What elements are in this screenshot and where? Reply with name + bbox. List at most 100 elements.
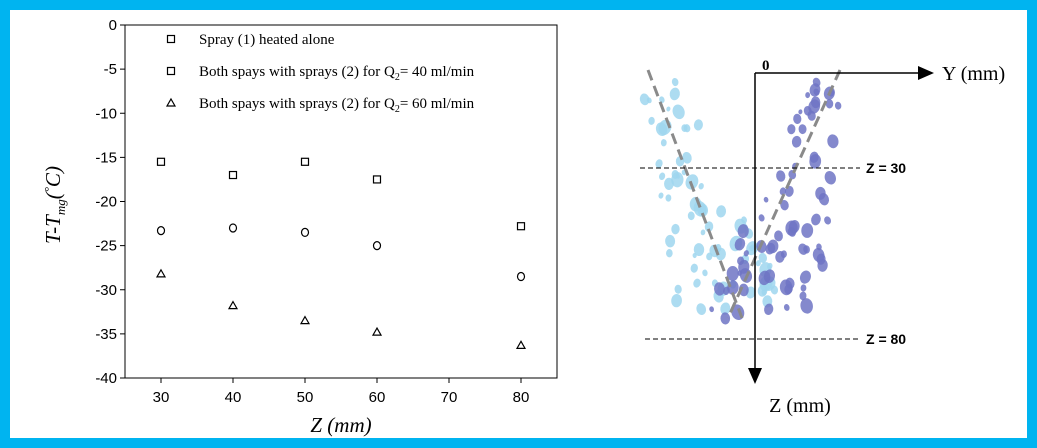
x-axis-title: Z (mm) (310, 413, 371, 437)
legend-item-q40: Both spays with sprays (2) for Q2= 40 ml… (166, 64, 475, 83)
spray-droplet (779, 279, 793, 296)
origin-label: 0 (762, 58, 770, 74)
y-axis-name: Y (mm) (942, 63, 1005, 85)
y-tick-label: -35 (95, 326, 117, 343)
spray-droplet (716, 205, 727, 218)
spray-droplet (799, 291, 807, 301)
spray-droplet (671, 77, 679, 87)
y-tick-label: -20 (95, 194, 117, 211)
spray-droplet (765, 242, 776, 255)
spray-droplet (763, 196, 769, 203)
spray-droplet (681, 124, 688, 132)
z30-label: Z = 30 (866, 160, 906, 176)
spray-droplet (824, 216, 832, 225)
spray-droplet (779, 187, 787, 196)
data-point-circle (516, 271, 526, 282)
y-tick-label: 0 (109, 17, 117, 34)
spray-droplet (693, 278, 701, 288)
spray-droplet (758, 214, 765, 222)
x-tick-label: 30 (153, 389, 170, 406)
spray-droplet (682, 151, 692, 164)
data-point-triangle (299, 315, 311, 325)
spray-droplet (666, 249, 673, 258)
x-tick-label: 50 (297, 389, 314, 406)
x-tick-label: 70 (441, 389, 458, 406)
spray-droplet (720, 302, 731, 315)
y-axis: 0 -5 -10 -15 -20 -25 -30 -35 -40 (95, 17, 125, 387)
spray-2-axis (726, 69, 842, 319)
spray-droplet (706, 252, 713, 261)
spray-droplet (696, 303, 707, 316)
data-point-circle (372, 241, 382, 251)
x-axis: 30 40 50 60 70 80 (153, 378, 530, 406)
spray-droplet (813, 88, 820, 96)
legend-triangle-icon (165, 97, 177, 107)
z80-label: Z = 80 (866, 331, 906, 347)
legend-square-icon (166, 66, 176, 76)
spray-droplet (704, 221, 714, 232)
data-point-circle (228, 223, 238, 233)
spray-droplet (666, 106, 671, 112)
data-point-triangle (155, 268, 167, 278)
spray-droplet (827, 134, 839, 149)
spray-droplet (743, 250, 749, 257)
legend-label-q60: Both spays with sprays (2) for Q2= 60 ml… (199, 96, 475, 115)
spray-droplet (805, 92, 811, 99)
legend-item-spray-1: Spray (1) heated alone (166, 32, 335, 48)
spray-droplet (737, 224, 749, 239)
spray-droplet (655, 122, 668, 136)
z-axis-arrow-icon (748, 368, 762, 384)
spray-droplet (763, 269, 776, 284)
spray-droplet (659, 96, 665, 104)
spray-droplet (714, 282, 725, 296)
y-tick-label: -5 (104, 61, 117, 78)
spray-droplet (669, 87, 680, 101)
x-tick-label: 40 (225, 389, 242, 406)
data-point-circle (156, 226, 166, 236)
spray-droplet (834, 101, 842, 110)
spray-droplet (780, 199, 789, 211)
spray-droplet (700, 229, 706, 236)
spray-droplet (726, 265, 739, 282)
spray-droplet (793, 113, 802, 124)
data-point-triangle (227, 300, 239, 310)
spray-droplet (720, 312, 731, 325)
spray-droplet (639, 93, 650, 106)
spray-droplet (787, 227, 796, 237)
legend-square-icon (166, 34, 176, 44)
spray-droplet (671, 223, 680, 235)
y-tick-label: -10 (95, 105, 117, 122)
spray-droplet (825, 99, 834, 109)
spray-droplet (693, 243, 705, 257)
x-tick-label: 80 (513, 389, 530, 406)
spray-droplet (693, 119, 703, 131)
x-tick-label: 60 (369, 389, 386, 406)
spray-droplet (799, 270, 811, 284)
spray-droplet (816, 253, 826, 265)
spray-droplet (774, 230, 783, 242)
chart-legend: Spray (1) heated alone Both spays with s… (165, 32, 475, 115)
data-point-triangle (515, 340, 527, 349)
spray-droplet (671, 293, 682, 308)
data-point-square (156, 157, 166, 166)
legend-label-q40: Both spays with sprays (2) for Q2= 40 ml… (199, 64, 475, 83)
spray-droplet (803, 245, 810, 254)
spray-droplet (672, 104, 685, 120)
spray-droplet (665, 194, 672, 202)
spray-droplet (776, 170, 786, 182)
y-axis-arrow-icon (918, 66, 934, 80)
spray-droplet (798, 109, 803, 115)
legend-item-q60: Both spays with sprays (2) for Q2= 60 ml… (165, 96, 475, 115)
spray-droplet (690, 263, 698, 273)
spray-droplet (741, 216, 747, 224)
spray-1-axis (646, 69, 744, 319)
spray-droplet (660, 139, 667, 147)
spray-droplet (824, 171, 836, 185)
spray-droplet (658, 192, 664, 199)
spray-droplet (659, 172, 666, 181)
spray-droplet (787, 124, 796, 135)
data-point-circle (300, 227, 310, 237)
spray-droplet (655, 159, 663, 168)
spray-droplet (767, 262, 773, 270)
